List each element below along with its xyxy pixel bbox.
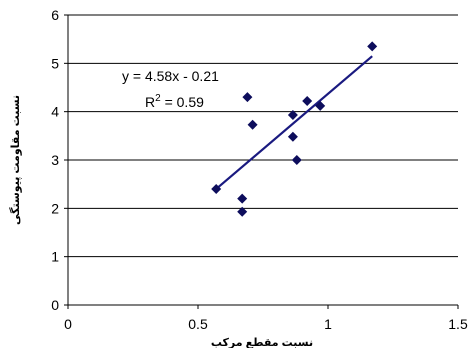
data-point-3	[242, 92, 253, 103]
data-point-6	[287, 131, 298, 142]
data-point-7	[291, 155, 302, 165]
trendline	[215, 55, 373, 190]
data-point-0	[211, 184, 222, 194]
trendline-layer	[215, 55, 373, 190]
y-tick-label-0: 0	[51, 297, 59, 313]
data-point-4	[247, 119, 258, 130]
data-point-5	[287, 110, 298, 121]
y-tick-label-2: 2	[51, 200, 59, 216]
data-point-9	[315, 100, 326, 111]
y-tick-label-5: 5	[51, 55, 59, 71]
trendline-r-squared: R2 = 0.59	[145, 93, 204, 110]
x-tick-label-2: 1	[324, 316, 332, 332]
x-tick-label-1: 0.5	[188, 316, 208, 332]
points-layer	[211, 41, 378, 217]
r-squared-exponent: 2	[155, 93, 161, 104]
data-point-2	[237, 206, 248, 217]
data-point-1	[237, 193, 248, 204]
trendline-equation: y = 4.58x - 0.21	[122, 68, 219, 84]
grid-layer	[68, 14, 458, 258]
x-tick-label-3: 1.5	[448, 316, 468, 332]
y-tick-label-1: 1	[51, 249, 59, 265]
y-tick-label-4: 4	[51, 104, 59, 120]
axis-layer: 0 1 2 3 4 5 6 0 0.5 1 1.5	[51, 7, 468, 332]
r-squared-symbol: R	[145, 94, 155, 110]
x-axis-label: نسبت مقطع مرکب	[211, 337, 313, 348]
data-point-10	[367, 41, 378, 52]
y-tick-label-6: 6	[51, 7, 59, 23]
data-point-8	[302, 96, 313, 107]
x-tick-label-0: 0	[64, 316, 72, 332]
y-tick-label-3: 3	[51, 152, 59, 168]
r-squared-value: = 0.59	[161, 94, 204, 110]
y-axis-label: نسبت مقاومت پیوستگی	[9, 95, 22, 225]
